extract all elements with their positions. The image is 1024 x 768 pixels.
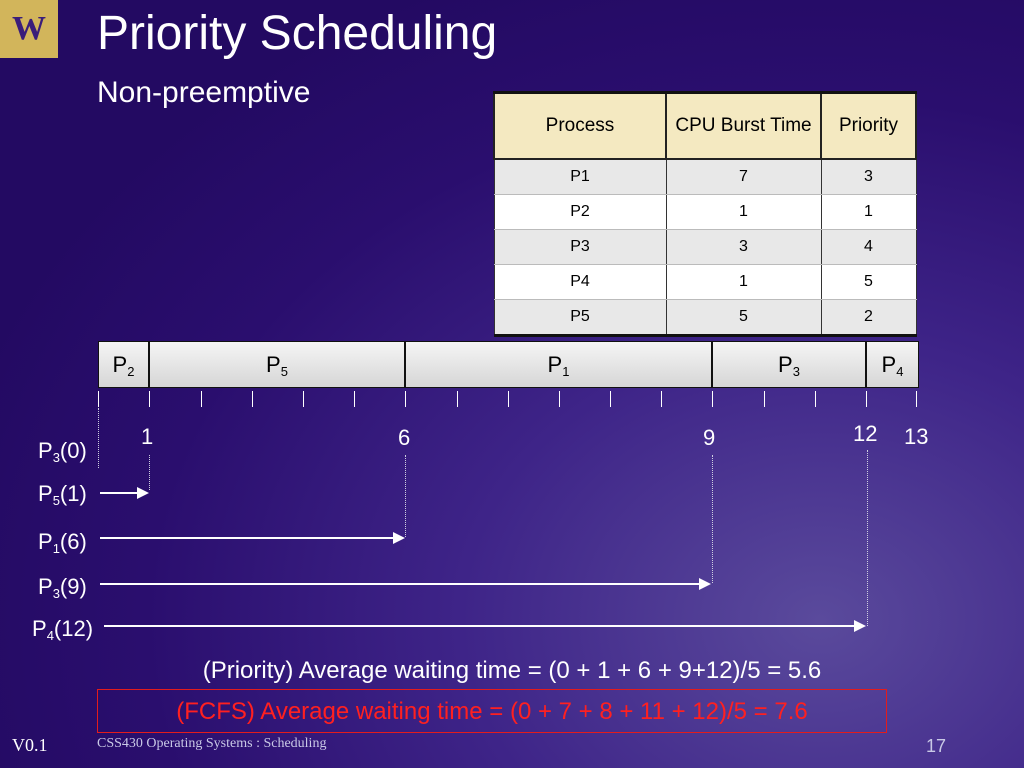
- time-tick: [712, 391, 713, 407]
- gantt-segment-p5: P5: [150, 342, 406, 387]
- time-label: 1: [141, 424, 154, 449]
- time-tick: [916, 391, 917, 407]
- time-tick: [354, 391, 355, 407]
- guide-line: [98, 408, 99, 468]
- header-priority: Priority: [820, 92, 917, 160]
- arrowhead-icon: [137, 487, 149, 499]
- table-row: P3 3 4: [493, 229, 917, 265]
- gantt-chart: P2 P5 P1 P3 P4: [98, 341, 919, 388]
- time-tick: [764, 391, 765, 407]
- table-row: P2 1 1: [493, 194, 917, 230]
- course-footer: CSS430 Operating Systems : Scheduling: [97, 736, 327, 751]
- header-process: Process: [493, 92, 667, 160]
- wait-arrow-p5: [100, 492, 138, 494]
- time-tick: [303, 391, 304, 407]
- fcfs-average-text: (FCFS) Average waiting time = (0 + 7 + 8…: [176, 698, 808, 725]
- time-tick: [815, 391, 816, 407]
- time-tick: [866, 391, 867, 407]
- priority-average-text: (Priority) Average waiting time = (0 + 1…: [202, 657, 822, 684]
- cell-process: P1: [493, 159, 667, 195]
- cell-burst: 1: [665, 264, 822, 300]
- cell-priority: 4: [820, 229, 917, 265]
- gantt-segment-p1: P1: [406, 342, 713, 387]
- cell-priority: 5: [820, 264, 917, 300]
- cell-process: P2: [493, 194, 667, 230]
- cell-priority: 2: [820, 299, 917, 336]
- table-row: P1 7 3: [493, 159, 917, 195]
- wait-arrow-p4: [104, 625, 855, 627]
- guide-line: [867, 450, 868, 626]
- time-tick: [610, 391, 611, 407]
- gantt-segment-p3: P3: [713, 342, 867, 387]
- fcfs-average-box: (FCFS) Average waiting time = (0 + 7 + 8…: [97, 689, 887, 733]
- university-logo: W: [0, 0, 58, 58]
- cell-burst: 7: [665, 159, 822, 195]
- slide-title: Priority Scheduling: [97, 7, 498, 60]
- wait-label-p4: P4(12): [32, 616, 94, 643]
- time-tick: [661, 391, 662, 407]
- time-tick: [201, 391, 202, 407]
- time-label: 12: [853, 421, 878, 446]
- cell-priority: 1: [820, 194, 917, 230]
- wait-label-p3: P3(0): [38, 438, 87, 465]
- process-table: Process CPU Burst Time Priority P1 7 3 P…: [493, 91, 917, 337]
- cell-process: P4: [493, 264, 667, 300]
- wait-label-p3-second: P3(9): [38, 574, 87, 601]
- version-label: V0.1: [12, 735, 48, 755]
- wait-arrow-p3: [100, 583, 700, 585]
- gantt-segment-p2: P2: [99, 342, 150, 387]
- time-tick: [405, 391, 406, 407]
- gantt-segment-p4: P4: [867, 342, 918, 387]
- wait-label-p1: P1(6): [38, 529, 87, 556]
- guide-line: [149, 455, 150, 490]
- cell-burst: 3: [665, 229, 822, 265]
- wait-label-p5: P5(1): [38, 481, 87, 508]
- wait-arrow-p1: [100, 537, 394, 539]
- time-tick: [559, 391, 560, 407]
- time-tick: [149, 391, 150, 407]
- arrowhead-icon: [393, 532, 405, 544]
- time-tick: [508, 391, 509, 407]
- time-tick: [98, 391, 99, 407]
- header-burst-time: CPU Burst Time: [665, 92, 822, 160]
- arrowhead-icon: [854, 620, 866, 632]
- time-label: 13: [904, 424, 929, 449]
- time-label: 9: [703, 425, 716, 450]
- page-number: 17: [926, 736, 947, 756]
- cell-priority: 3: [820, 159, 917, 195]
- cell-burst: 5: [665, 299, 822, 336]
- guide-line: [405, 455, 406, 537]
- guide-line: [712, 455, 713, 583]
- arrowhead-icon: [699, 578, 711, 590]
- cell-burst: 1: [665, 194, 822, 230]
- time-tick: [252, 391, 253, 407]
- cell-process: P5: [493, 299, 667, 336]
- table-row: P4 1 5: [493, 264, 917, 300]
- slide-subtitle: Non-preemptive: [97, 76, 311, 109]
- logo-letter: W: [12, 10, 46, 47]
- time-label: 6: [398, 425, 411, 450]
- table-header-row: Process CPU Burst Time Priority: [493, 92, 917, 160]
- cell-process: P3: [493, 229, 667, 265]
- time-tick: [457, 391, 458, 407]
- table-row: P5 5 2: [493, 299, 917, 336]
